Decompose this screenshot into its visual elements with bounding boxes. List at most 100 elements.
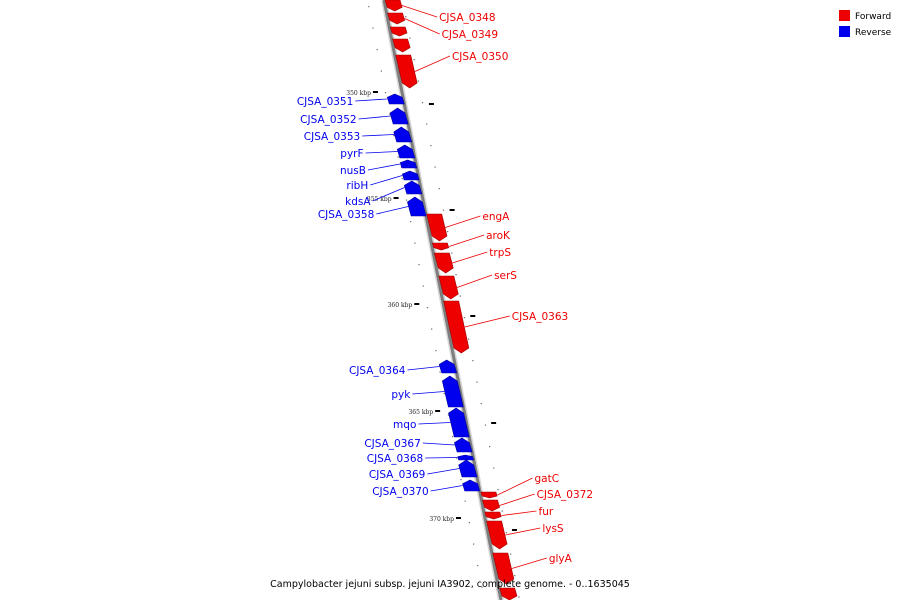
gene-label-cjsa_0363[interactable]: CJSA_0363 bbox=[512, 311, 568, 323]
minor-tick bbox=[426, 307, 429, 309]
minor-tick bbox=[418, 264, 420, 266]
gene-label-lyss[interactable]: lysS bbox=[542, 523, 564, 535]
gene-gatc-arrow[interactable] bbox=[480, 491, 498, 499]
leader-line bbox=[430, 485, 463, 492]
gene-cjsa_0349-arrow[interactable] bbox=[387, 12, 406, 25]
gene-label-cjsa_0368[interactable]: CJSA_0368 bbox=[367, 453, 423, 465]
minor-tick bbox=[476, 381, 478, 383]
gene-sers-arrow[interactable] bbox=[438, 275, 459, 300]
gene-label-gatc[interactable]: gatC bbox=[535, 473, 560, 485]
gene-fur-arrow[interactable] bbox=[484, 511, 502, 520]
gene-lyss-arrow[interactable] bbox=[486, 520, 508, 550]
gene-label-arok[interactable]: aroK bbox=[486, 230, 511, 242]
map-caption: Campylobacter jejuni subsp. jejuni IA390… bbox=[270, 579, 630, 590]
minor-tick bbox=[368, 6, 370, 8]
gene-label-cjsa_0372[interactable]: CJSA_0372 bbox=[537, 489, 593, 501]
leader-line bbox=[425, 457, 458, 459]
minor-tick bbox=[514, 575, 516, 577]
leader-line bbox=[418, 422, 451, 425]
minor-tick bbox=[417, 80, 419, 82]
minor-tick bbox=[447, 231, 449, 233]
gene-arok-arrow[interactable] bbox=[431, 242, 450, 251]
minor-tick bbox=[372, 27, 374, 29]
gene-label-cjsa_0349[interactable]: CJSA_0349 bbox=[442, 29, 498, 41]
gene-label-cjsa_0351[interactable]: CJSA_0351 bbox=[297, 96, 353, 108]
minor-tick bbox=[452, 436, 454, 438]
gene-label-enga[interactable]: engA bbox=[482, 211, 510, 223]
minor-tick bbox=[439, 371, 441, 373]
gene-label-trps[interactable]: trpS bbox=[489, 247, 511, 259]
major-tick-mark bbox=[470, 315, 476, 317]
gene-pyrf-arrow[interactable] bbox=[396, 144, 416, 159]
gene-label-ribh[interactable]: ribH bbox=[346, 180, 368, 192]
gene-label-cjsa_0350[interactable]: CJSA_0350 bbox=[452, 51, 508, 63]
gene-cjsa_0351-arrow[interactable] bbox=[386, 93, 405, 105]
gene-kdsa-arrow[interactable] bbox=[403, 180, 423, 195]
leader-line bbox=[499, 493, 535, 506]
gene-label-cjsa_0352[interactable]: CJSA_0352 bbox=[300, 114, 356, 126]
tick-label: 350 kbp bbox=[346, 90, 371, 97]
tick-label: 355 kbp bbox=[367, 196, 392, 203]
minor-tick bbox=[380, 70, 382, 72]
minor-tick bbox=[464, 500, 466, 502]
leader-line bbox=[427, 468, 460, 475]
gene-enga-arrow[interactable] bbox=[426, 213, 448, 242]
gene-mqo-arrow[interactable] bbox=[448, 407, 470, 438]
minor-tick bbox=[389, 113, 391, 115]
gene-glya-arrow[interactable] bbox=[492, 552, 515, 585]
gene-cjsa_0350-arrow[interactable] bbox=[395, 54, 418, 89]
tick-label: 365 kbp bbox=[408, 409, 433, 416]
minor-tick bbox=[413, 59, 415, 61]
minor-tick bbox=[451, 252, 453, 254]
gene-cjsa_0358-arrow[interactable] bbox=[407, 196, 427, 217]
gene-cjsa_0372-arrow[interactable] bbox=[482, 499, 501, 512]
legend-forward-swatch bbox=[839, 10, 850, 21]
gene-cjsa_0350-arrow[interactable] bbox=[392, 38, 411, 53]
gene-label-cjsa_0367[interactable]: CJSA_0367 bbox=[364, 438, 420, 450]
gene-glya-arrow[interactable] bbox=[499, 587, 518, 600]
gene-label-cjsa_0370[interactable]: CJSA_0370 bbox=[372, 486, 428, 498]
gene-label-glya[interactable]: glyA bbox=[549, 553, 573, 565]
minor-tick bbox=[468, 338, 470, 340]
leader-line bbox=[355, 98, 388, 102]
gene-label-cjsa_0358[interactable]: CJSA_0358 bbox=[318, 209, 374, 221]
gene-cjsa_0369-arrow[interactable] bbox=[458, 459, 478, 478]
gene-label-cjsa_0348[interactable]: CJSA_0348 bbox=[439, 12, 495, 24]
gene-cjsa_0367-arrow[interactable] bbox=[454, 437, 473, 453]
major-tick-mark bbox=[393, 197, 399, 199]
gene-cjsa_0353-arrow[interactable] bbox=[393, 126, 413, 143]
major-tick-mark bbox=[449, 209, 455, 211]
gene-cjsa_0349-arrow[interactable] bbox=[389, 26, 408, 37]
minor-tick bbox=[397, 156, 399, 158]
gene-cjsa_0352-arrow[interactable] bbox=[389, 107, 409, 125]
minor-tick bbox=[468, 522, 470, 524]
gene-cjsa_0363-arrow[interactable] bbox=[443, 300, 470, 354]
gene-cjsa_0364-arrow[interactable] bbox=[438, 359, 458, 374]
gene-label-fur[interactable]: fur bbox=[539, 506, 554, 518]
gene-nusb-arrow[interactable] bbox=[399, 159, 418, 169]
gene-pyk-arrow[interactable] bbox=[441, 375, 464, 408]
gene-label-nusb[interactable]: nusB bbox=[340, 165, 366, 177]
minor-tick bbox=[463, 317, 466, 319]
minor-tick bbox=[455, 274, 457, 276]
minor-tick bbox=[421, 102, 424, 104]
leader-line bbox=[511, 557, 547, 569]
gene-label-mqo[interactable]: mqo bbox=[393, 419, 416, 431]
gene-trps-arrow[interactable] bbox=[433, 252, 454, 274]
gene-label-kdsa[interactable]: kdsA bbox=[345, 196, 371, 208]
gene-label-sers[interactable]: serS bbox=[494, 270, 517, 282]
minor-tick bbox=[480, 403, 482, 405]
gene-label-pyrf[interactable]: pyrF bbox=[340, 148, 363, 160]
gene-cjsa_0348-arrow[interactable] bbox=[384, 0, 403, 12]
gene-ribh-arrow[interactable] bbox=[401, 170, 420, 181]
gene-label-cjsa_0369[interactable]: CJSA_0369 bbox=[369, 469, 425, 481]
leader-line bbox=[358, 115, 391, 120]
gene-label-cjsa_0364[interactable]: CJSA_0364 bbox=[349, 365, 406, 377]
gene-cjsa_0370-arrow[interactable] bbox=[462, 479, 481, 492]
gene-label-cjsa_0353[interactable]: CJSA_0353 bbox=[304, 131, 360, 143]
leader-line bbox=[414, 55, 451, 72]
minor-tick bbox=[472, 360, 474, 362]
minor-tick bbox=[405, 199, 408, 201]
gene-label-pyk[interactable]: pyk bbox=[391, 389, 411, 401]
